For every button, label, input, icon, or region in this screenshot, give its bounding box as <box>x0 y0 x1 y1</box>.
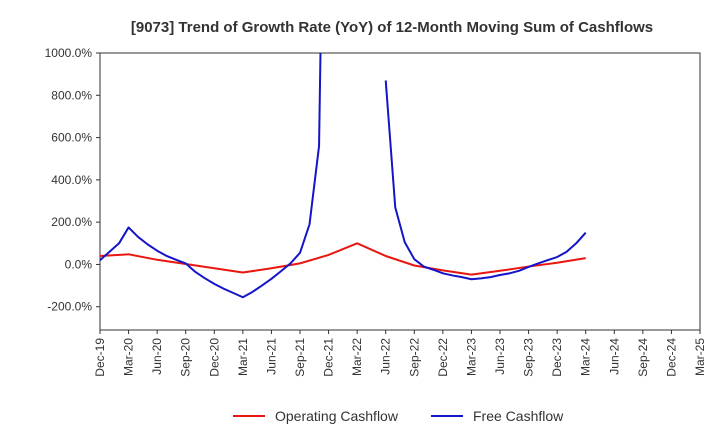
x-tick-label: Jun-20 <box>150 338 164 375</box>
series-line <box>100 53 322 299</box>
x-tick-label: Sep-20 <box>179 338 193 377</box>
y-tick-label: 800.0% <box>51 88 92 102</box>
x-tick-label: Sep-22 <box>407 338 421 377</box>
series-lines <box>100 53 587 299</box>
y-tick-label: 0.0% <box>65 257 93 271</box>
x-tick-label: Mar-20 <box>122 338 136 376</box>
x-tick-label: Mar-23 <box>464 338 478 376</box>
x-tick-label: Jun-21 <box>264 338 278 375</box>
x-tick-label: Mar-25 <box>693 338 707 376</box>
legend: Operating Cashflow Free Cashflow <box>233 408 564 424</box>
x-tick-label: Sep-23 <box>522 338 536 377</box>
series-line <box>384 80 587 281</box>
y-tick-label: 400.0% <box>51 173 92 187</box>
axes: -200.0% 0.0% 200.0% 400.0% 600.0% 800.0% 1000.… <box>45 46 707 377</box>
x-tick-label: Mar-24 <box>579 338 593 376</box>
x-tick-label: Dec-20 <box>207 338 221 377</box>
y-tick-label: -200.0% <box>47 300 92 314</box>
y-tick-label: 200.0% <box>51 215 92 229</box>
x-tick-label: Dec-21 <box>322 338 336 377</box>
x-tick-label: Jun-22 <box>379 338 393 375</box>
x-tick-label: Dec-24 <box>664 338 678 377</box>
plot-frame <box>99 52 701 331</box>
x-tick-label: Mar-21 <box>236 338 250 376</box>
y-tick-label: 1000.0% <box>45 46 93 60</box>
legend-label: Operating Cashflow <box>275 408 399 424</box>
series-line <box>100 242 586 276</box>
series-free-cashflow <box>100 53 587 299</box>
chart-title: [9073] Trend of Growth Rate (YoY) of 12-… <box>131 19 653 36</box>
x-tick-label: Dec-19 <box>93 338 107 377</box>
x-tick-label: Sep-24 <box>636 338 650 377</box>
x-tick-label: Jun-24 <box>607 338 621 375</box>
x-tick-label: Jun-23 <box>493 338 507 375</box>
x-tick-label: Mar-22 <box>350 338 364 376</box>
series-operating-cashflow <box>100 242 586 276</box>
y-tick-label: 600.0% <box>51 131 92 145</box>
x-tick-label: Dec-22 <box>436 338 450 377</box>
x-tick-label: Dec-23 <box>550 338 564 377</box>
legend-label: Free Cashflow <box>473 408 564 424</box>
x-tick-label: Sep-21 <box>293 338 307 377</box>
